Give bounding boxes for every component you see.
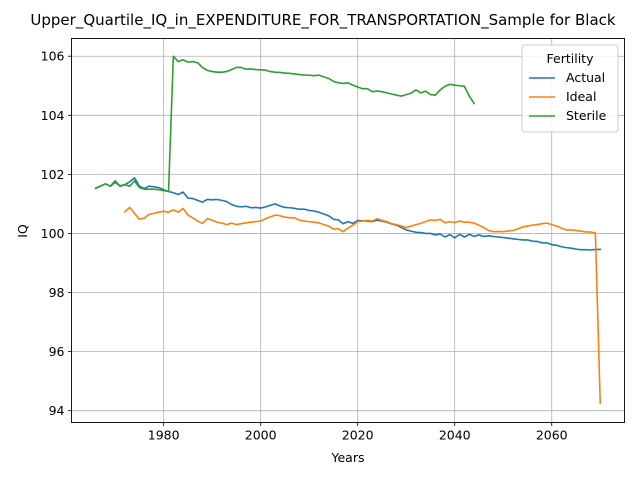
y-tick-label: 94 [49,403,65,418]
y-tick-label: 106 [41,49,65,64]
x-tick-label: 2060 [536,428,568,443]
legend: Fertility Actual Ideal Sterile [521,44,619,133]
y-tick-label: 104 [41,108,65,123]
y-tick-label: 98 [49,285,65,300]
series-line-actual [94,177,602,251]
x-axis-title: Years [331,450,365,465]
series-line-sterile [94,55,476,193]
legend-title: Fertility [547,51,595,66]
legend-box [521,44,619,133]
y-tick-label: 96 [49,344,65,359]
x-tick-label: 2040 [439,428,471,443]
axis-ticks: 1980 2000 2020 2040 2060 94 96 98 100 102 104 106 [41,49,568,443]
y-axis-title: IQ [15,224,30,238]
plot-frame [71,38,625,423]
chart-title: Upper_Quartile_IQ_in_EXPENDITURE_FOR_TRA… [30,11,615,30]
legend-label-actual: Actual [566,70,605,85]
legend-label-sterile: Sterile [566,108,607,123]
y-tick-label: 102 [41,167,65,182]
x-tick-label: 1980 [148,428,180,443]
x-tick-label: 2020 [342,428,374,443]
legend-label-ideal: Ideal [566,89,596,104]
grid [71,38,625,423]
y-tick-label: 100 [41,226,65,241]
series-lines [94,55,602,405]
series-line-ideal [123,206,602,405]
x-tick-label: 2000 [245,428,277,443]
legend-entries: Actual Ideal Sterile [529,70,607,123]
